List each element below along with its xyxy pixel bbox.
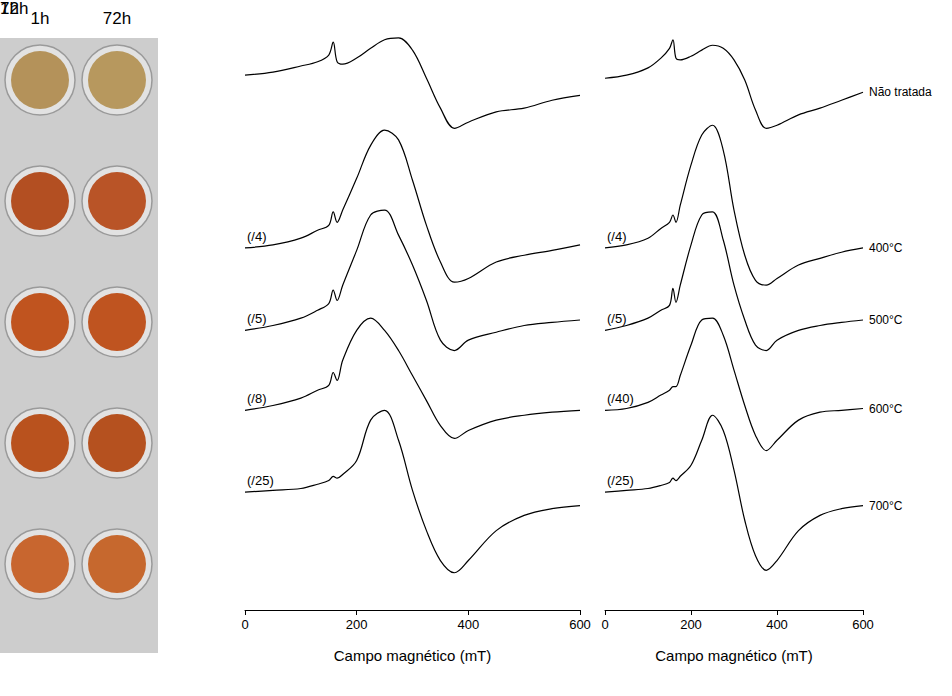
svg-text:700°C: 700°C [869, 499, 903, 513]
svg-text:400°C: 400°C [869, 241, 903, 255]
svg-text:200: 200 [346, 617, 368, 632]
svg-text:(/25): (/25) [247, 473, 274, 488]
svg-text:0: 0 [601, 617, 608, 632]
svg-text:Campo magnético (mT): Campo magnético (mT) [655, 647, 813, 664]
svg-text:(/40): (/40) [607, 391, 634, 406]
svg-text:500°C: 500°C [869, 313, 903, 327]
svg-text:600: 600 [852, 617, 874, 632]
svg-text:(/25): (/25) [607, 473, 634, 488]
svg-text:(/5): (/5) [247, 311, 267, 326]
svg-text:72h: 72h [0, 0, 28, 18]
svg-text:1h: 1h [31, 9, 50, 28]
svg-text:600: 600 [569, 617, 591, 632]
svg-text:Não tratada: Não tratada [869, 85, 932, 99]
svg-text:Campo magnético (mT): Campo magnético (mT) [334, 647, 492, 664]
svg-text:(/4): (/4) [607, 229, 627, 244]
svg-text:0: 0 [241, 617, 248, 632]
svg-text:(/4): (/4) [247, 229, 267, 244]
svg-text:600°C: 600°C [869, 402, 903, 416]
svg-text:(/5): (/5) [607, 311, 627, 326]
svg-text:200: 200 [680, 617, 702, 632]
svg-text:400: 400 [457, 617, 479, 632]
svg-text:400: 400 [766, 617, 788, 632]
svg-text:(/8): (/8) [247, 391, 267, 406]
svg-text:72h: 72h [103, 9, 131, 28]
